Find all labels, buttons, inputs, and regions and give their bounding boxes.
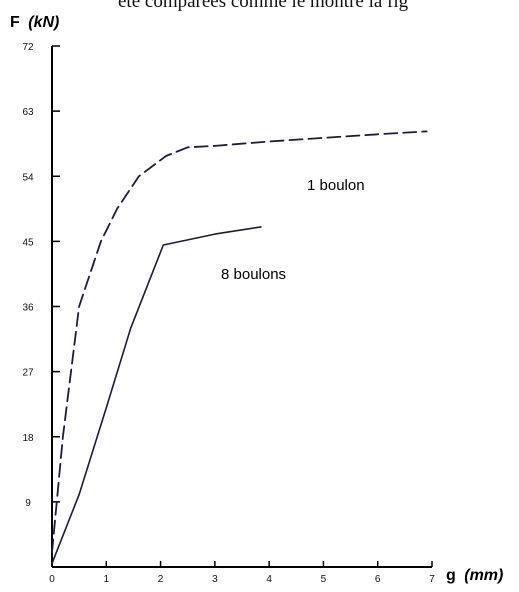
x-ticks: 0 1 2 3 4 5 6 7 <box>49 561 435 585</box>
y-tick-label: 72 <box>22 42 34 53</box>
y-axis-title-symbol: F <box>10 14 20 31</box>
x-axis-title: g (mm) <box>446 567 503 584</box>
x-tick-label: 3 <box>212 574 218 585</box>
y-tick-label: 27 <box>22 368 34 379</box>
series-label-1-boulon: 1 boulon <box>307 177 365 194</box>
x-tick-label: 0 <box>49 574 55 585</box>
series-line-8-boulons <box>51 226 262 565</box>
x-tick-label: 4 <box>266 574 272 585</box>
y-tick-label: 45 <box>22 237 34 248</box>
x-tick-label: 2 <box>158 574 164 585</box>
x-tick-label: 5 <box>321 574 327 585</box>
series-label-8-boulons: 8 boulons <box>221 266 286 283</box>
series-group <box>51 130 428 565</box>
x-tick-label: 6 <box>375 574 381 585</box>
x-tick-label: 1 <box>104 574 110 585</box>
y-axis-title-unit: (kN) <box>28 14 59 31</box>
axes <box>51 46 432 568</box>
x-axis-title-symbol: g <box>446 567 456 584</box>
y-tick-label: 9 <box>25 498 31 509</box>
y-tick-label: 36 <box>22 303 34 314</box>
y-tick-label: 54 <box>22 172 34 183</box>
x-tick-label: 7 <box>429 574 435 585</box>
y-tick-label: 63 <box>22 107 34 118</box>
x-axis-title-unit: (mm) <box>464 567 503 584</box>
y-tick-label: 18 <box>22 433 34 444</box>
series-line-1-boulon <box>51 130 428 554</box>
y-axis-title: F (kN) <box>10 14 59 31</box>
caption-fragment: été comparées comme le montre la fig <box>118 0 409 12</box>
y-ticks: 9 18 27 36 45 54 63 72 <box>22 42 60 509</box>
